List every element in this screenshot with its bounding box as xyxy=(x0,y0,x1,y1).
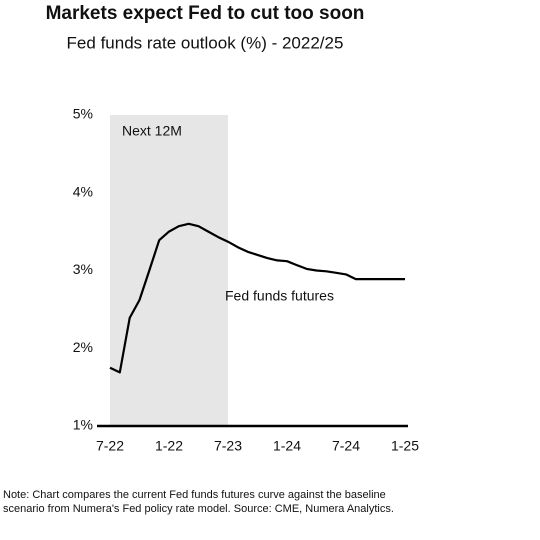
chart-title: Markets expect Fed to cut too soon xyxy=(46,3,365,24)
chart-subtitle: Fed funds rate outlook (%) - 2022/25 xyxy=(67,33,344,52)
line xyxy=(109,222,405,374)
y-tick-label: 5% xyxy=(73,106,93,122)
shade-label: Next 12M xyxy=(122,123,182,139)
note: Note: Chart compares the current Fed fun… xyxy=(3,489,386,501)
x-tick-label: 7-24 xyxy=(332,438,360,454)
x-tick-label: 7-23 xyxy=(214,438,242,454)
y-tick-label: 1% xyxy=(73,417,93,433)
shaded-region xyxy=(110,115,228,426)
y-tick-label: 3% xyxy=(73,261,93,277)
y-tick-label: 4% xyxy=(73,183,93,199)
y-tick-label: 2% xyxy=(73,339,93,355)
x-tick-label: 1-22 xyxy=(155,438,183,454)
x-tick-label: 1-25 xyxy=(391,438,419,454)
x-tick-label: 1-24 xyxy=(273,438,301,454)
series-label: Fed funds futures xyxy=(225,288,334,304)
note: scenario from Numera's Fed policy rate m… xyxy=(3,503,394,515)
x-tick-label: 7-22 xyxy=(96,438,124,454)
